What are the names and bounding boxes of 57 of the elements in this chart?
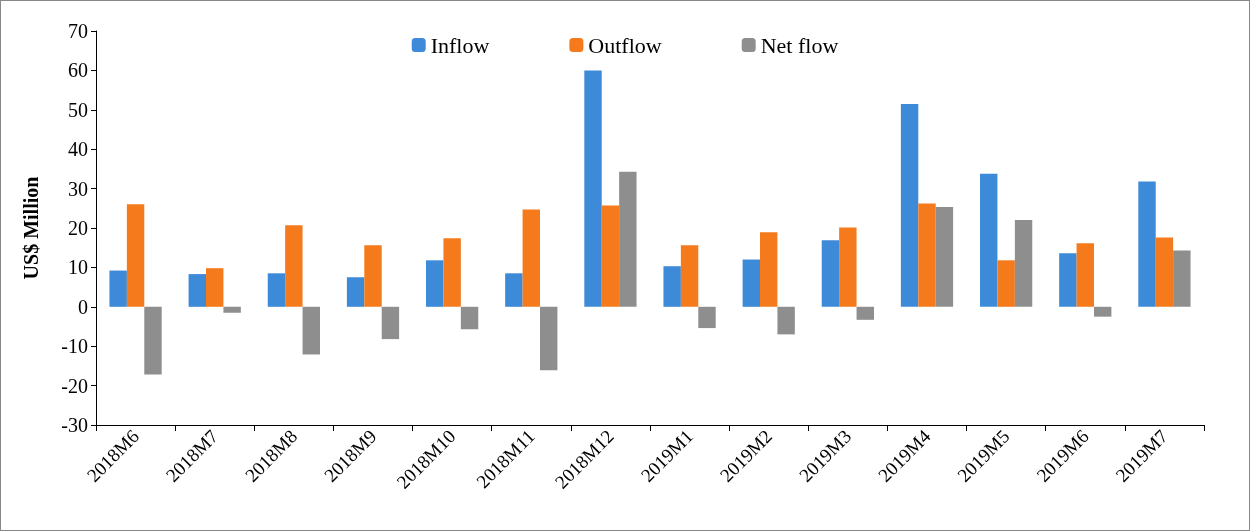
bar — [505, 273, 523, 307]
y-tick-label: 40 — [68, 138, 88, 161]
bar — [1093, 306, 1112, 317]
bar — [584, 70, 602, 307]
bar — [997, 260, 1015, 307]
bar — [680, 245, 699, 307]
y-axis-title: US$ Million — [20, 176, 42, 280]
bar — [144, 306, 162, 375]
bar — [980, 173, 998, 307]
bar — [918, 203, 936, 307]
bar — [821, 240, 840, 307]
bar — [1076, 243, 1094, 307]
bar — [619, 171, 637, 307]
legend-label: Outflow — [588, 32, 662, 58]
bar — [777, 306, 795, 335]
bar — [109, 270, 127, 307]
y-tick-label: -10 — [61, 335, 88, 358]
y-tick-label: 50 — [68, 98, 88, 121]
bar — [522, 209, 540, 307]
bar — [302, 306, 320, 355]
bar — [381, 306, 400, 340]
bar — [742, 259, 761, 307]
bar — [285, 225, 303, 307]
legend-label: Net flow — [760, 32, 839, 58]
bar — [223, 306, 241, 313]
bar — [1059, 253, 1077, 307]
bar — [663, 266, 681, 307]
bar — [364, 245, 382, 307]
y-tick-label: 0 — [78, 295, 88, 318]
bar — [346, 277, 365, 307]
legend-label: Inflow — [430, 32, 490, 58]
bar — [539, 306, 558, 371]
bar — [1173, 250, 1191, 307]
bar — [1014, 220, 1033, 307]
bar — [206, 268, 224, 307]
bar — [856, 306, 874, 320]
bar — [900, 103, 919, 307]
bar — [443, 238, 461, 307]
bar — [126, 204, 145, 307]
y-tick-label: -20 — [61, 374, 88, 397]
bar — [760, 232, 778, 307]
y-tick-label: 70 — [68, 20, 88, 42]
bar — [426, 260, 444, 307]
bar — [601, 205, 620, 307]
bar — [698, 306, 716, 329]
bar — [1138, 181, 1156, 307]
y-tick-label: 10 — [68, 256, 88, 279]
bar — [935, 207, 954, 307]
bar — [1155, 237, 1174, 307]
y-tick-label: 30 — [68, 177, 88, 200]
y-tick-label: 20 — [68, 217, 88, 239]
bar — [188, 274, 207, 307]
y-tick-label: -30 — [61, 414, 88, 436]
y-tick-label: 60 — [68, 59, 88, 82]
bar — [839, 227, 857, 307]
bar — [267, 273, 286, 307]
bar — [460, 306, 479, 330]
